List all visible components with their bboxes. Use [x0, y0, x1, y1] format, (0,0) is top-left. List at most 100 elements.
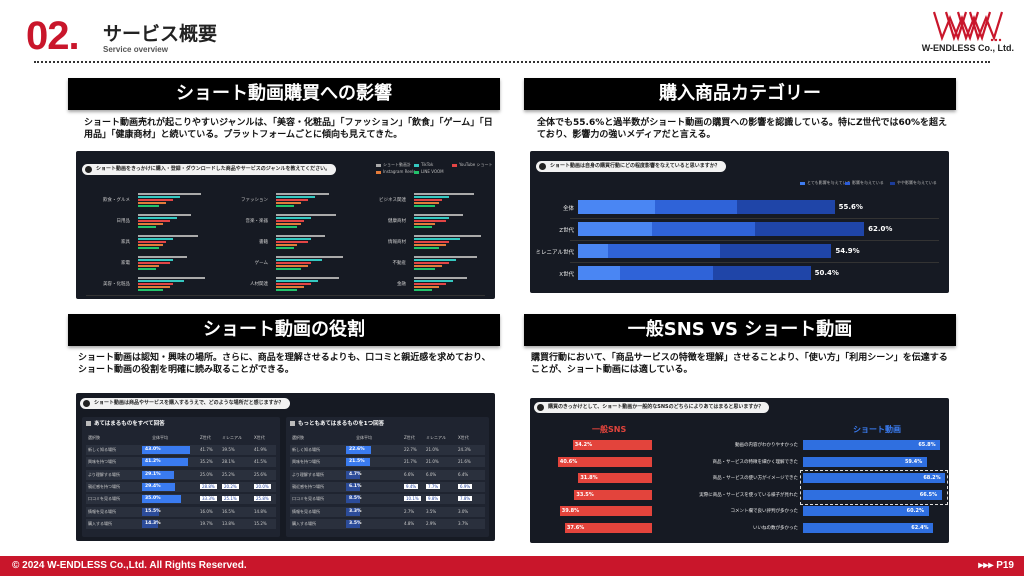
short-bar	[803, 473, 946, 483]
section-desc-role: ショート動画は認知・興味の場所。さらに、商品を理解させるよりも、口コミと親近感を…	[78, 353, 491, 375]
table-cell: 新しく知る場所	[292, 447, 320, 452]
table-cell: 21.6%	[458, 459, 471, 465]
table-cell: 10.1%	[404, 496, 421, 502]
table-row	[86, 506, 276, 517]
legend-swatch	[845, 182, 850, 185]
table-cell: 25.2%	[222, 471, 235, 477]
table-cell: 21.0%	[426, 447, 439, 452]
table-cell: 21.7%	[404, 459, 417, 465]
sns-vs-short-panel: 購買のきっかけとして、ショート動画か一般的なSNSのどちらによりあてはまると思い…	[530, 398, 949, 543]
table-cell: 13.8%	[222, 520, 235, 526]
genre-bar	[276, 220, 304, 222]
sns-value-label: 40.6%	[559, 458, 578, 465]
section-desc-impact: ショート動画売れが起こりやすいジャンルは、「美容・化粧品」「ファッション」「飲食…	[84, 118, 493, 140]
role-table-panel: ショート動画は商品やサービスを購入するうえで、どのような場所だと感じますか？ あ…	[76, 393, 495, 541]
genre-bar	[276, 193, 329, 195]
table-row	[290, 506, 485, 517]
table-value-bar	[142, 470, 175, 479]
page-subtitle: Service overview	[103, 45, 168, 54]
table-cell: 16.5%	[222, 508, 235, 514]
genre-category-label: ビジネス関連	[379, 198, 406, 203]
genre-bar	[414, 214, 463, 216]
table-cell: 21.5%	[349, 459, 365, 465]
influence-category-label: ミレニアル世代	[535, 250, 574, 256]
sns-title: 一般SNS	[592, 425, 627, 434]
table-row	[290, 457, 485, 468]
header-divider	[34, 61, 990, 63]
table-value-bar	[142, 446, 190, 454]
table-row	[86, 469, 276, 480]
genre-bar	[138, 241, 166, 243]
table-cell: 14.8%	[254, 508, 267, 514]
genre-bar	[276, 268, 301, 270]
table-cell: 29.1%	[145, 471, 161, 477]
table-cell: 購入する場所	[88, 520, 112, 526]
table-title: あてはまるものをすべて回答	[94, 421, 165, 427]
legend-label: 影響を与えている	[852, 180, 884, 185]
highlight-box	[800, 470, 948, 505]
section-number: 02.	[26, 14, 80, 58]
legend-label: YouTube ショート	[459, 162, 493, 167]
genre-bar	[414, 223, 435, 225]
table-cell: 35.0%	[145, 496, 161, 502]
genre-category-label: 情報商材	[388, 240, 406, 245]
legend-swatch	[452, 164, 457, 167]
sns-value-label: 34.2%	[574, 442, 593, 448]
table-header: X世代	[254, 435, 265, 440]
comparison-category-label: 商品・サービスの特徴を細かく理解できた	[712, 459, 799, 465]
table-cell: 19.7%	[200, 520, 213, 526]
table-cell: 親近感を持つ場所	[292, 483, 324, 489]
genre-bar	[276, 286, 304, 288]
genre-bar	[138, 256, 187, 258]
table-row	[86, 481, 276, 492]
influence-category-label: X世代	[559, 272, 574, 278]
genre-bar	[138, 202, 166, 204]
role-table-all: あてはまるものをすべて回答 選択肢 全体平均 Z世代 ミレニアル X世代 新しく知る場所 43…	[82, 417, 280, 537]
genre-bar	[414, 196, 449, 198]
section-title-role: ショート動画の役割	[68, 314, 500, 346]
table-cell: 39.5%	[222, 447, 235, 452]
sns-value-label: 33.5%	[576, 491, 594, 498]
comparison-category-label: 動画の内容がわかりやすかった	[735, 443, 798, 448]
genre-bar	[138, 277, 205, 279]
table-cell: 3.3%	[349, 508, 362, 514]
genre-category-label: ファッション	[241, 198, 268, 203]
table-cell: 3.0%	[458, 508, 469, 514]
genre-bar	[138, 238, 173, 240]
table-header: 全体平均	[356, 435, 372, 440]
genre-category-label: 家具	[121, 240, 130, 245]
short-bar	[803, 522, 934, 533]
table-cell: 6.9%	[458, 483, 473, 489]
table-header: X世代	[458, 435, 469, 440]
section-title-category: 購入商品カテゴリー	[524, 78, 956, 110]
genre-bar	[276, 259, 322, 261]
genre-bar	[414, 217, 449, 219]
influence-bar-segment	[654, 200, 738, 214]
short-bar	[803, 456, 927, 467]
legend-label: やや影響を与えている	[897, 180, 937, 185]
table-value-bar	[142, 458, 188, 467]
table-cell: 35.2%	[200, 459, 213, 465]
table-header: Z世代	[200, 435, 211, 440]
genre-bar	[414, 280, 453, 282]
influence-value-label: 55.6%	[838, 203, 863, 211]
table-cell: 口コミを見る場所	[88, 496, 120, 502]
table-icon	[86, 421, 91, 426]
genre-bar	[276, 247, 294, 249]
table-row	[86, 518, 276, 529]
genre-bar	[138, 265, 159, 267]
company-logo-text: W-ENDLESS Co., Ltd.	[921, 43, 1014, 53]
genre-bar	[276, 235, 325, 237]
table-row	[290, 494, 485, 505]
table-cell: 41.2%	[145, 459, 161, 465]
genre-bar	[414, 277, 467, 279]
table-value-bar	[346, 458, 370, 467]
genre-bar	[414, 289, 432, 291]
table-cell: 14.3%	[145, 520, 161, 526]
sns-value-label: 31.8%	[580, 475, 598, 481]
genre-bar	[138, 289, 163, 291]
influence-row-divider	[570, 240, 939, 241]
comparison-category-label: 商品・サービスの使い方がイメージできた	[712, 476, 798, 481]
influence-bar-segment	[755, 222, 865, 236]
genre-category-label: 家電	[121, 261, 130, 266]
